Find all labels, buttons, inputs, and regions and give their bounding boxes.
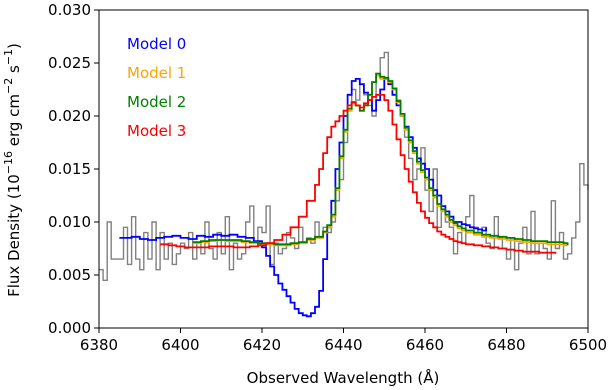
legend-entry-model-1: Model 1 [127,64,186,82]
y-tick-label: 0.015 [48,160,91,178]
legend-entry-model-2: Model 2 [127,93,186,111]
y-axis-title-prefix: Flux Density (10 [5,174,23,297]
legend: Model 0 Model 1 Model 2 Model 3 [127,35,186,140]
y-tick-label: 0.005 [48,266,91,284]
plot-lines [99,51,589,318]
legend-entry-model-3: Model 3 [127,122,186,140]
legend-entry-model-0: Model 0 [127,35,186,53]
series-line-model-1 [192,74,568,247]
x-axis-title: Observed Wavelength (Å) [247,368,440,387]
y-axis-title-mid: erg cm [5,94,23,151]
x-tick-label: 6440 [324,336,362,354]
y-axis-title-exp2: −2 [2,78,15,94]
y-axis-title-suffix: ) [5,43,23,49]
series-line-model-0 [119,78,487,318]
series-line-model-3 [160,93,557,254]
y-tick-label: 0.000 [48,319,91,337]
y-tick-label: 0.020 [48,107,91,125]
x-tick-label: 6480 [487,336,525,354]
x-tick-label: 6420 [243,336,281,354]
y-axis-title-exp3: −1 [2,49,15,65]
x-tick-label: 6380 [80,336,118,354]
x-tick-label: 6460 [406,336,444,354]
y-axis-ticks: 0.000 0.005 0.010 0.015 0.020 0.025 0.030 [48,1,99,337]
y-tick-label: 0.025 [48,54,91,72]
series-line-model-2 [192,72,569,246]
y-axis-title-mid2: s [5,65,23,78]
x-tick-label: 6400 [161,336,199,354]
y-axis-title: Flux Density (10−16 erg cm−2 s−1) [2,43,23,297]
y-tick-label: 0.030 [48,1,91,19]
x-axis-ticks: 6380 6400 6420 6440 6460 6480 6500 [80,328,607,354]
y-axis-title-exp1: −16 [2,151,15,174]
x-tick-label: 6500 [569,336,607,354]
y-tick-label: 0.010 [48,213,91,231]
